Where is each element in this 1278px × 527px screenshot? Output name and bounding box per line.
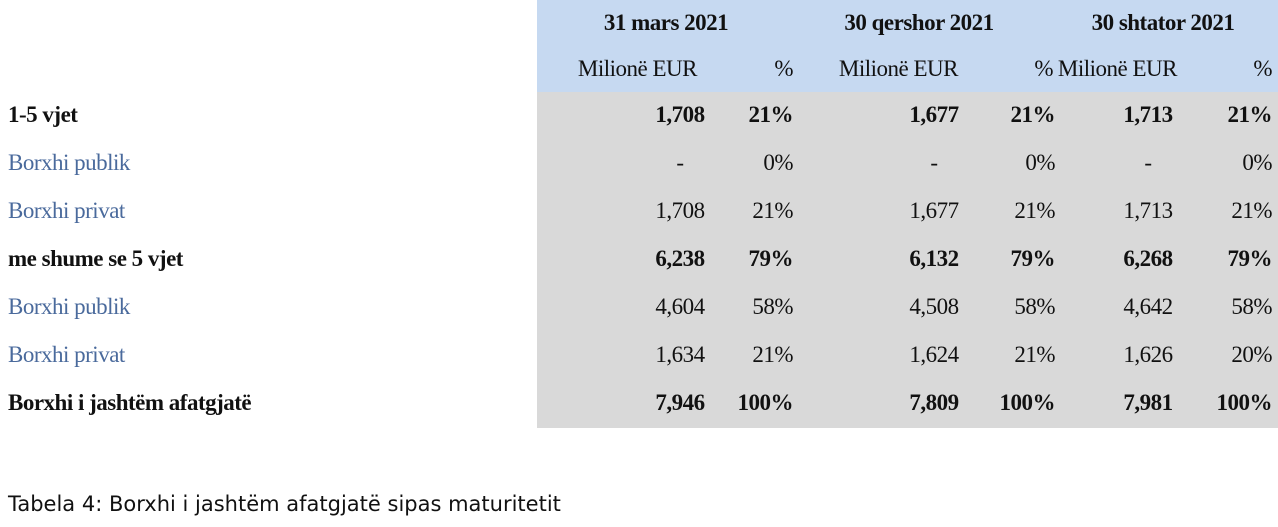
cell: 21% (1227, 102, 1273, 127)
sub-header: Milionë EUR (1057, 56, 1178, 81)
cell: 0% (1242, 150, 1272, 175)
row-label: me shume se 5 vjet (8, 246, 183, 271)
cell: 4,508 (909, 294, 959, 319)
cell: 20% (1231, 342, 1272, 367)
sub-header: Milionë EUR (838, 56, 959, 81)
cell: 21% (1010, 102, 1056, 127)
group-header: 31 mars 2021 (603, 10, 729, 35)
row-label: Borxhi privat (8, 342, 125, 367)
group-header: 30 qershor 2021 (844, 10, 994, 35)
cell: 1,708 (655, 198, 705, 223)
cell: 58% (1231, 294, 1272, 319)
cell: 1,677 (909, 102, 959, 127)
cell: 21% (748, 102, 794, 127)
cell: 1,708 (655, 102, 705, 127)
cell: 6,268 (1123, 246, 1173, 271)
caption: Tabela 4: Borxhi i jashtëm afatgjatë sip… (8, 492, 561, 516)
sub-header: % (774, 56, 793, 81)
cell: 79% (1227, 246, 1273, 271)
cell: 79% (1010, 246, 1056, 271)
cell: 1,624 (909, 342, 959, 367)
row-label: Borxhi privat (8, 198, 125, 223)
header-background (537, 0, 1278, 92)
cell: 21% (752, 342, 793, 367)
cell: 4,604 (655, 294, 705, 319)
cell: 6,238 (655, 246, 705, 271)
row-label: Borxhi publik (8, 294, 130, 319)
cell: 58% (1014, 294, 1055, 319)
cell: 6,132 (909, 246, 959, 271)
sub-header: Milionë EUR (577, 56, 698, 81)
cell: 1,713 (1123, 198, 1173, 223)
cell: 21% (1014, 198, 1055, 223)
cell: 58% (752, 294, 793, 319)
cell: 7,809 (909, 390, 959, 415)
cell: 1,626 (1123, 342, 1173, 367)
cell: 100% (999, 390, 1056, 415)
row-label: 1-5 vjet (8, 102, 78, 127)
cell: 100% (1216, 390, 1273, 415)
cell: 1,634 (655, 342, 705, 367)
cell: 7,946 (655, 390, 705, 415)
cell: 100% (737, 390, 794, 415)
cell: 21% (752, 198, 793, 223)
cell: - (1144, 150, 1152, 175)
row-label: Borxhi i jashtëm afatgjatë (8, 390, 252, 415)
group-header: 30 shtator 2021 (1091, 10, 1235, 35)
cell: 0% (763, 150, 793, 175)
row-label: Borxhi publik (8, 150, 130, 175)
cell: 1,677 (909, 198, 959, 223)
cell: 4,642 (1123, 294, 1173, 319)
cell: 79% (748, 246, 794, 271)
cell: - (930, 150, 938, 175)
cell: 21% (1231, 198, 1272, 223)
cell: 0% (1025, 150, 1055, 175)
cell: 21% (1014, 342, 1055, 367)
sub-header: % (1253, 56, 1272, 81)
sub-header: % (1034, 56, 1053, 81)
body-background (537, 92, 1278, 428)
cell: 7,981 (1123, 390, 1173, 415)
cell: - (676, 150, 684, 175)
cell: 1,713 (1123, 102, 1173, 127)
